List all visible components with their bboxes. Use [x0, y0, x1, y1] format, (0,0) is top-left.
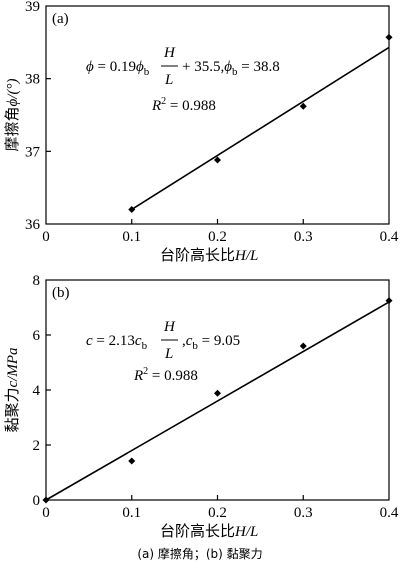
axis-ticks: [46, 78, 304, 224]
panel-label: (b): [52, 285, 70, 301]
x-tick-label: 0.1: [122, 505, 141, 521]
tick-labels: 0 0.1 0.2 0.3 0.4 36 37 38 39: [25, 0, 399, 245]
data-point: [128, 457, 136, 465]
x-tick-label: 0.1: [122, 229, 141, 245]
y-axis-title: 摩擦角ϕ/(°): [3, 79, 21, 152]
x-tick-label: 0: [42, 505, 50, 521]
y-tick-label: 37: [25, 144, 41, 160]
svg-text:ϕ = 0.19ϕb: ϕ = 0.19ϕb: [86, 59, 150, 78]
x-tick-label: 0: [42, 229, 50, 245]
svg-text:L: L: [164, 346, 173, 362]
svg-text:+ 35.5,ϕb = 38.8: + 35.5,ϕb = 38.8: [182, 59, 280, 78]
svg-text:L: L: [164, 72, 173, 88]
panel-b-cohesion: (b) 0 0.1 0.2 0.3 0.4 0 2 4 6 8 c = 2.13cb H L ,c…: [3, 273, 399, 540]
x-axis-title: 台阶高长比H/L: [160, 246, 258, 264]
y-tick-label: 2: [33, 438, 41, 454]
data-points: [42, 297, 393, 504]
equation: ϕ = 0.19ϕb H L + 35.5,ϕb = 38.8 R2 = 0.9…: [86, 45, 280, 114]
y-tick-label: 0: [33, 493, 41, 509]
fit-line: [45, 301, 390, 501]
panel-label: (a): [52, 11, 69, 27]
data-point: [42, 496, 50, 504]
y-tick-label: 39: [25, 0, 40, 15]
y-tick-label: 8: [33, 273, 41, 289]
data-point: [214, 389, 221, 397]
x-tick-label: 0.2: [208, 505, 227, 521]
y-tick-label: 38: [25, 72, 40, 88]
data-point: [214, 156, 221, 164]
y-tick-label: 6: [33, 328, 41, 344]
svg-text:R2 = 0.988: R2 = 0.988: [151, 96, 216, 114]
x-tick-label: 0.4: [380, 505, 399, 521]
data-point: [128, 205, 136, 213]
data-points: [128, 33, 393, 213]
figure-caption: (a) 摩擦角；(b) 黏聚力: [137, 546, 262, 561]
svg-text:c = 2.13cb: c = 2.13cb: [86, 333, 148, 352]
x-tick-label: 0.2: [208, 229, 227, 245]
x-axis-title: 台阶高长比H/L: [160, 522, 258, 540]
x-tick-label: 0.3: [294, 229, 313, 245]
y-axis-title: 黏聚力c/MPa: [3, 348, 21, 433]
fit-line: [131, 46, 390, 211]
svg-text:,cb = 9.05: ,cb = 9.05: [182, 333, 240, 352]
x-tick-label: 0.3: [294, 505, 313, 521]
x-tick-label: 0.4: [380, 229, 399, 245]
data-point: [299, 342, 307, 350]
plot-frame: [45, 5, 390, 225]
tick-labels: 0 0.1 0.2 0.3 0.4 0 2 4 6 8: [33, 273, 399, 521]
panel-a-friction-angle: (a) 0 0.1 0.2 0.3 0.4 36 37 38 39 ϕ = 0.19ϕb H L…: [3, 0, 399, 264]
data-point: [299, 102, 307, 110]
y-tick-label: 36: [25, 217, 41, 233]
equation: c = 2.13cb H L ,cb = 9.05 R2 = 0.988: [86, 319, 240, 384]
y-tick-label: 4: [33, 383, 41, 399]
axis-ticks: [46, 334, 304, 500]
svg-text:R2 = 0.988: R2 = 0.988: [133, 366, 198, 384]
svg-text:H: H: [163, 319, 176, 335]
data-point: [385, 33, 393, 41]
svg-text:H: H: [163, 45, 176, 61]
data-point: [385, 297, 393, 305]
